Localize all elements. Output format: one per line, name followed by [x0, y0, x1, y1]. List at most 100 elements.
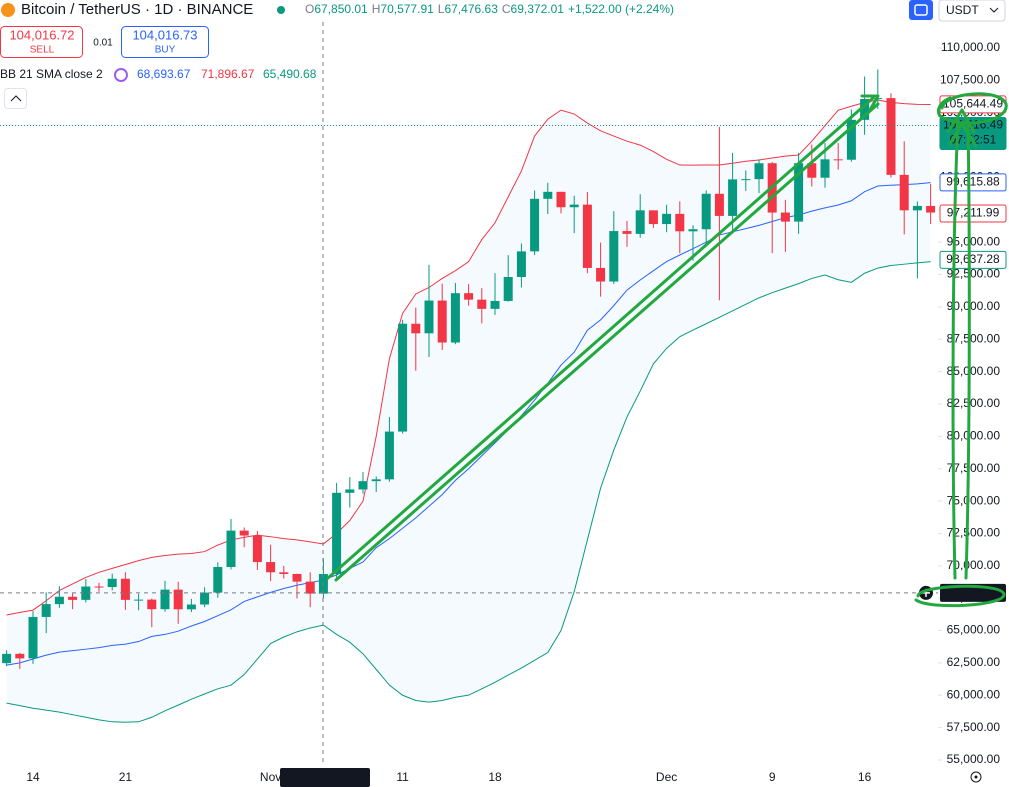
y-tick-label: 82,500.00	[947, 396, 1001, 410]
y-tick-label: 92,500.00	[947, 267, 1001, 281]
candle-body	[186, 604, 196, 610]
candle-body	[490, 300, 500, 309]
time-axis	[0, 766, 938, 787]
y-tick-label: 90,000.00	[947, 299, 1001, 313]
indicator-name: BB 21 SMA close 2	[0, 67, 103, 81]
candle-body	[688, 229, 698, 232]
candle-body	[398, 323, 408, 432]
symbol: Bitcoin / TetherUS · 1D · BINANCE	[21, 1, 253, 18]
y-tick-label: 80,000.00	[947, 429, 1001, 443]
candle-body	[886, 98, 896, 175]
candle-body	[147, 599, 157, 610]
plot-area	[0, 69, 938, 723]
indicator-icon[interactable]	[114, 68, 128, 82]
candle-body	[28, 616, 38, 659]
sell-label: SELL	[30, 45, 55, 56]
candle-body	[15, 653, 25, 659]
candle-body	[635, 210, 645, 234]
settings-icon-dot	[974, 775, 978, 779]
button-icon	[914, 4, 928, 16]
candle-body	[226, 530, 236, 567]
price-tag-label: 99,615.88	[946, 175, 1000, 189]
indicator-value: 71,896.67	[201, 67, 255, 81]
y-tick-label: 65,000.00	[947, 623, 1001, 637]
header-bg	[0, 0, 935, 22]
ohlc-value: 69,372.01	[511, 2, 565, 16]
candle-body	[173, 589, 183, 610]
candle-body	[160, 589, 170, 610]
candle-body	[569, 204, 579, 208]
toolbar-button[interactable]	[909, 0, 933, 20]
x-tick-label: Dec	[656, 770, 677, 784]
y-tick-label: 87,500.00	[947, 331, 1001, 345]
x-tick-label: 18	[488, 770, 502, 784]
candle-body	[662, 213, 672, 225]
candle-body	[582, 204, 592, 268]
y-tick-label: 62,500.00	[947, 655, 1001, 669]
candle-body	[741, 179, 751, 181]
settings-icon[interactable]	[970, 771, 982, 783]
y-tick-label: 77,500.00	[947, 461, 1001, 475]
ohlc-label: C	[502, 2, 511, 16]
candle-body	[345, 489, 355, 493]
candle-body	[424, 300, 434, 334]
candle-body	[543, 191, 553, 199]
currency: USDT	[946, 3, 979, 17]
y-tick-label: 70,000.00	[947, 558, 1001, 572]
y-tick-label: 75,000.00	[947, 493, 1001, 507]
buy-price: 104,016.73	[132, 27, 197, 42]
candle-body	[384, 431, 394, 480]
band-line	[6, 182, 931, 666]
candle-body	[213, 566, 223, 593]
sell-button[interactable]	[0, 26, 83, 58]
x-tick-label: 14	[26, 770, 40, 784]
ohlc-label: H	[372, 2, 381, 16]
price-tag	[939, 204, 1007, 223]
candle-body	[279, 572, 289, 574]
candle-body	[332, 492, 342, 574]
y-tick-label: 95,000.00	[947, 234, 1001, 248]
price-tag-label: 93,637.28	[946, 252, 1000, 266]
candle-body	[107, 578, 117, 588]
market-status[interactable]	[277, 6, 285, 14]
candle-body	[596, 267, 606, 282]
candle-body	[899, 174, 909, 211]
candle-body	[807, 163, 817, 178]
candle-body	[846, 119, 856, 160]
candle-body	[926, 205, 936, 213]
candle-body	[912, 205, 922, 211]
candle-body	[371, 479, 381, 482]
candle-body	[780, 212, 790, 222]
candle-body	[292, 573, 302, 582]
y-tick-label: 57,500.00	[947, 720, 1001, 734]
collapse-icon	[10, 95, 22, 102]
buy-button[interactable]	[121, 26, 209, 58]
candle-body	[411, 323, 421, 334]
candle-body	[120, 578, 130, 600]
candle-body	[41, 604, 51, 617]
ohlc-label: O	[305, 2, 314, 16]
candle-body	[622, 231, 632, 234]
collapse-button[interactable]	[4, 88, 27, 109]
y-tick-label: 107,500.00	[940, 73, 1000, 87]
candle-body	[860, 99, 870, 120]
candle-body	[794, 163, 804, 222]
y-tick-label: 55,000.00	[947, 752, 1001, 766]
candle-body	[134, 599, 144, 601]
currency-select[interactable]	[938, 0, 1006, 22]
x-tick-label: 9	[769, 770, 776, 784]
candle-body	[701, 193, 711, 230]
candle-body	[81, 586, 91, 600]
crosshair-date-label: Tue 05 Nov '24	[284, 770, 367, 784]
candle-body	[648, 210, 658, 225]
ohlc: O67,850.01 H70,577.91 L67,476.63 C69,372.01…	[305, 2, 674, 16]
candle-body	[239, 530, 249, 536]
candle-body	[728, 179, 738, 216]
candle-body	[54, 596, 64, 605]
band-fill	[6, 100, 931, 723]
annotation	[860, 94, 880, 112]
price-tag	[939, 250, 1007, 269]
band-line	[6, 261, 931, 723]
